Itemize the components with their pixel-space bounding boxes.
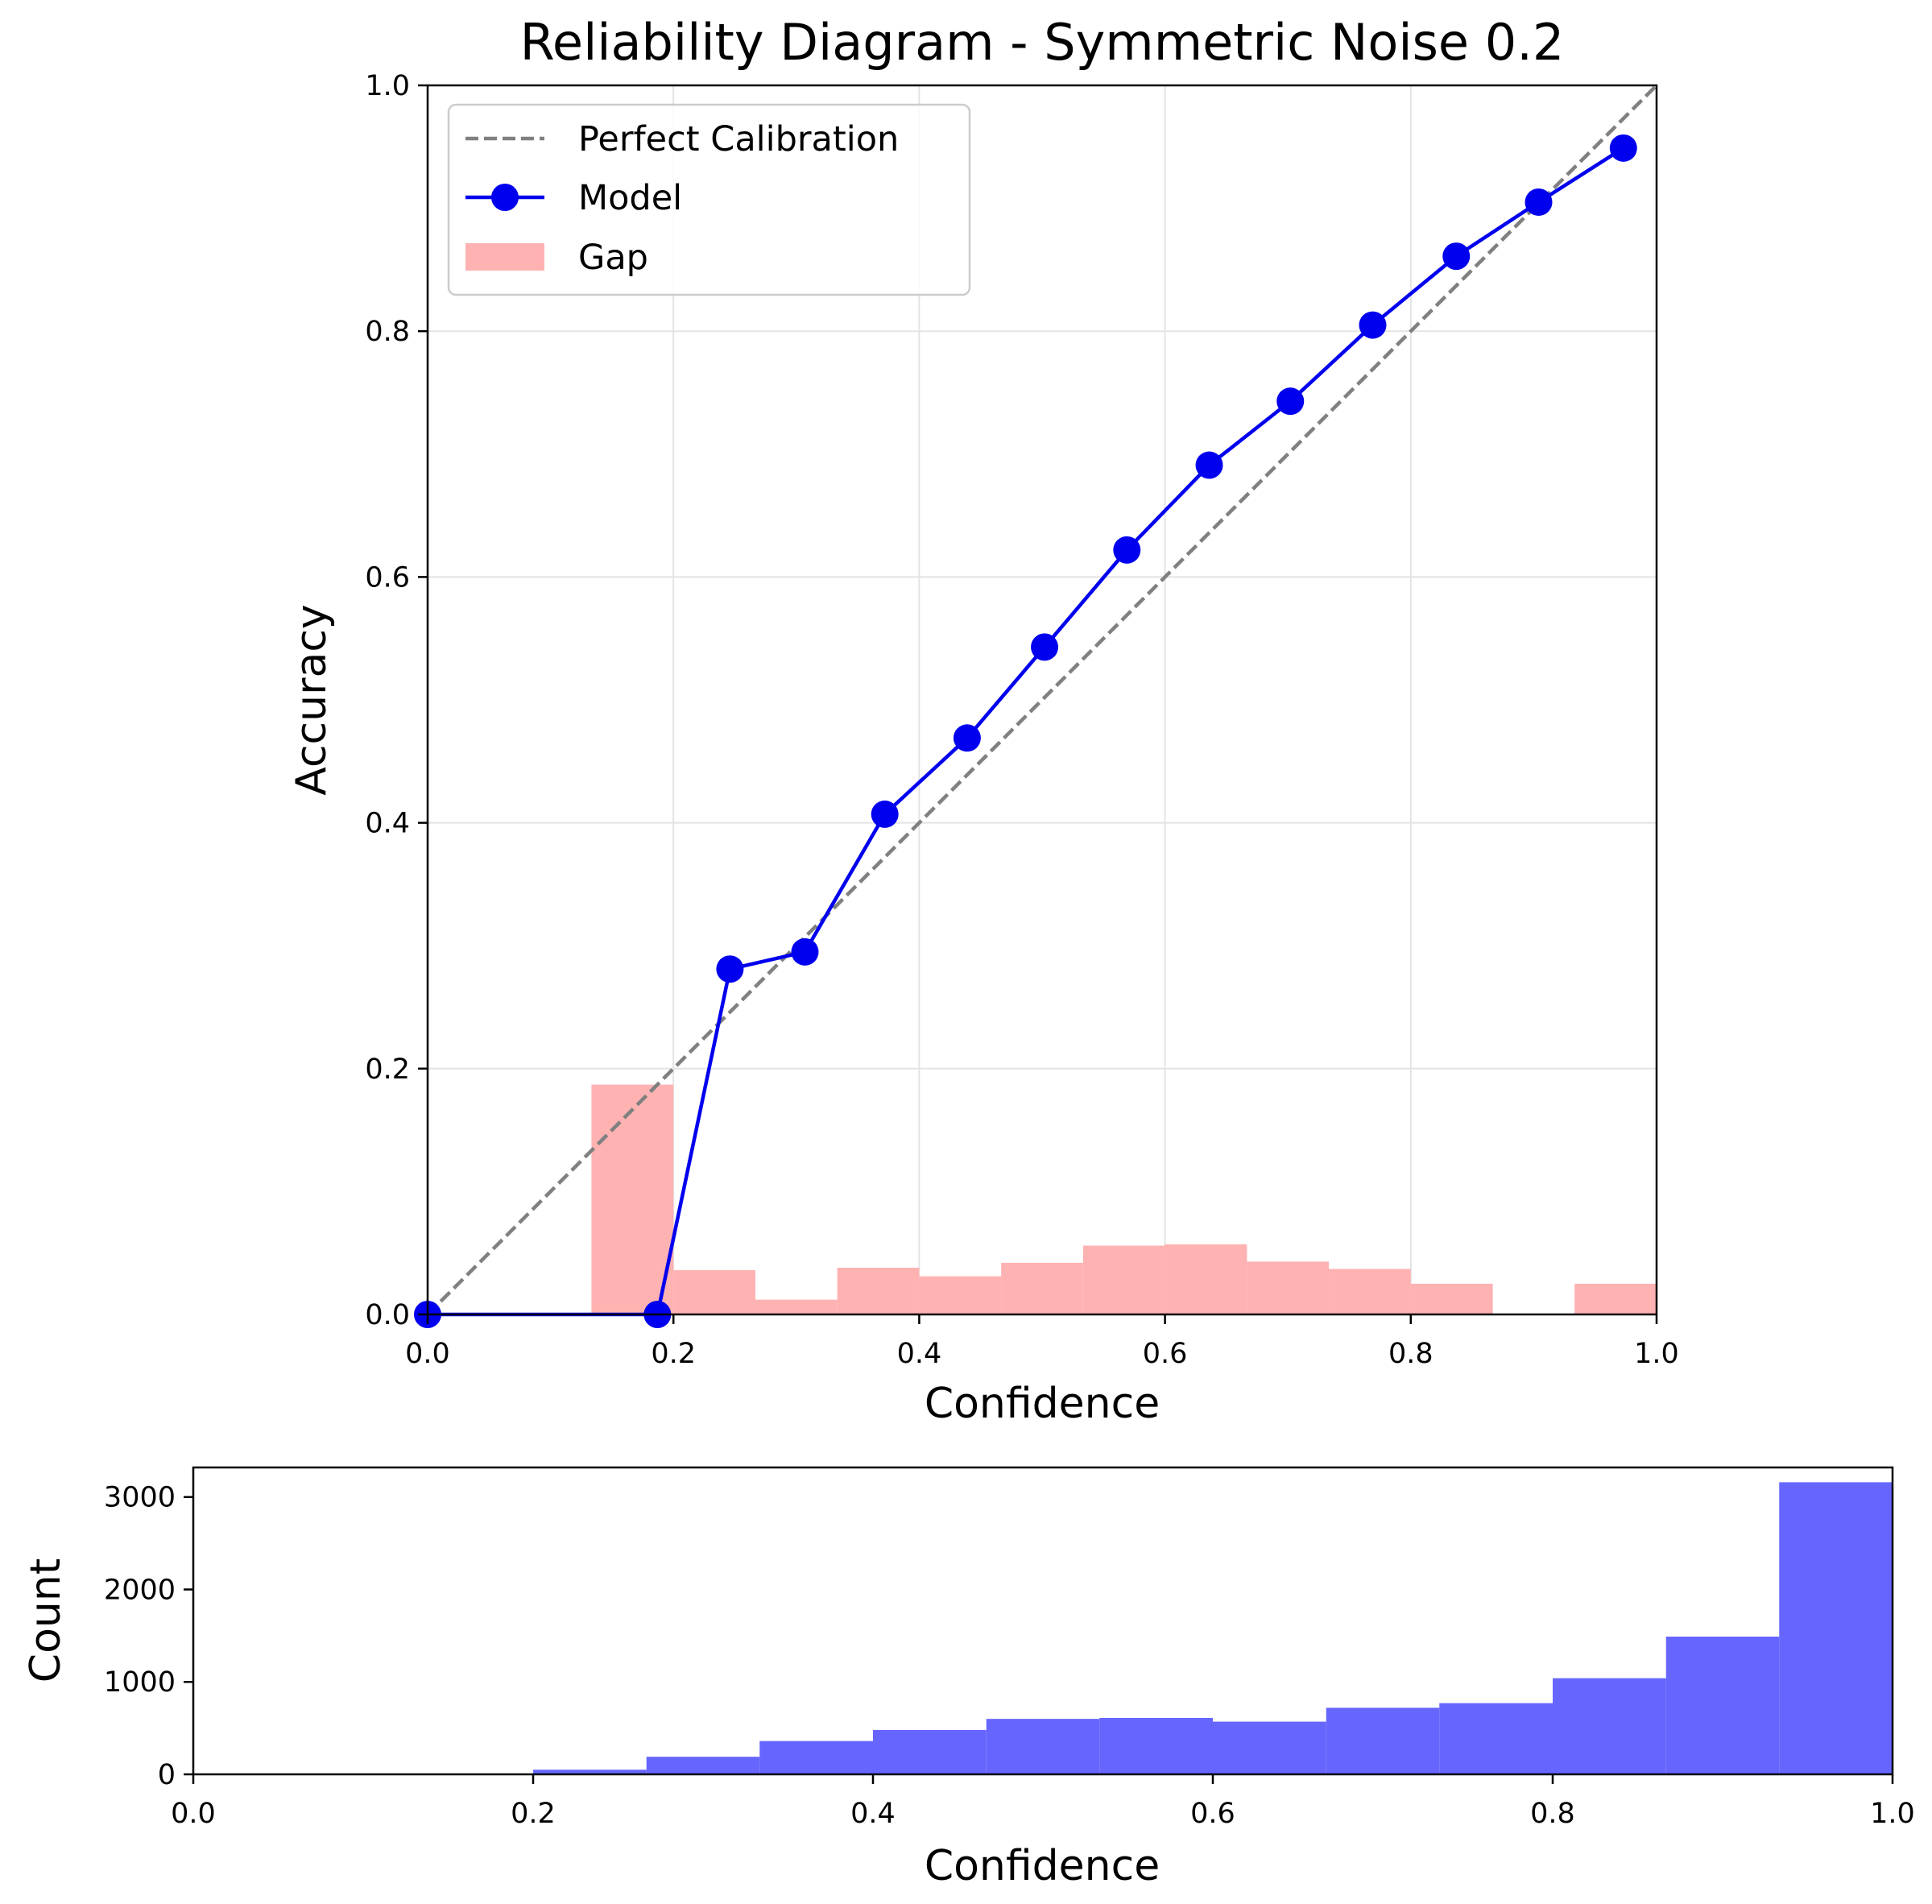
count-bar [1213,1721,1326,1774]
gap-bar [1329,1269,1411,1314]
model-point [953,724,981,752]
y-tick-label: 0.6 [365,561,410,594]
gap-bar [1410,1283,1493,1314]
gap-bars [591,1084,1657,1314]
x-tick-label: 0.8 [1388,1338,1433,1370]
y-tick-label: 0.0 [365,1299,410,1331]
model-point [871,800,899,828]
gap-bar [1001,1262,1083,1314]
ticks: 0.0 0.2 0.4 0.6 0.8 1.0 0.0 0.2 0.4 0.6 0.8 1.0 [365,70,1679,1370]
legend-label-perfect: Perfect Calibration [578,119,899,159]
gap-bar [837,1268,920,1314]
x-tick-label: 0.6 [1190,1798,1235,1830]
y-axis-label: Count [22,1558,70,1683]
legend-box [447,103,971,296]
model-point [1195,451,1223,479]
x-tick-label: 0.2 [511,1798,556,1830]
model-point [1442,242,1471,271]
y-tick-label: 0.8 [365,316,410,348]
y-axis-label: Accuracy [288,604,336,795]
y-tick-label: 0.2 [365,1053,410,1086]
perfect-calibration-line [426,84,1658,1316]
x-tick-label: 0.4 [897,1338,942,1370]
chart-title: Reliability Diagram - Symmetric Noise 0.… [520,13,1565,72]
x-tick-label: 0.6 [1143,1338,1188,1370]
x-tick-label: 0.8 [1530,1798,1575,1830]
plot-frame [192,1466,1894,1776]
model-point [1609,134,1637,162]
count-bar [759,1741,873,1774]
model-point [791,938,819,966]
model-point [1276,387,1305,416]
count-bar [1439,1703,1553,1774]
legend-gap-swatch-icon [465,243,544,271]
model-point [1031,633,1059,661]
count-bar [1553,1678,1666,1774]
x-tick-label: 1.0 [1870,1798,1915,1830]
count-bar [1326,1707,1440,1774]
y-tick-label: 1.0 [365,70,410,102]
y-tick-label: 2000 [104,1574,176,1606]
count-bar [1779,1482,1893,1774]
plot-frame [426,84,1658,1316]
y-tick-label: 1000 [104,1666,176,1699]
gap-bar [919,1276,1002,1314]
count-bar [1665,1637,1780,1774]
gap-bar [1082,1245,1165,1314]
gap-bar [1247,1261,1330,1314]
y-tick-label: 0 [158,1759,176,1791]
count-bar [646,1757,760,1774]
gap-bar [673,1270,755,1314]
gap-bar [755,1299,838,1314]
y-tick-label: 0.4 [365,808,410,840]
legend-label-gap: Gap [578,238,648,278]
count-bar [873,1729,987,1774]
count-histogram: 0.0 0.2 0.4 0.6 0.8 1.0 0 1000 2000 3000 Confiden… [22,1466,1915,1890]
x-axis-label: Confidence [925,1380,1160,1428]
model-point [1113,536,1141,564]
model-point [1525,188,1553,216]
x-tick-label: 0.0 [405,1338,450,1370]
legend-model-marker-icon [491,184,519,211]
ticks: 0.0 0.2 0.4 0.6 0.8 1.0 0 1000 2000 3000 [104,1482,1915,1830]
y-tick-label: 3000 [104,1482,176,1514]
count-bar [533,1769,647,1774]
gap-bar [591,1084,674,1314]
x-axis-label: Confidence [925,1842,1160,1890]
count-bar [1099,1717,1213,1774]
x-tick-label: 0.0 [171,1798,216,1830]
count-bar [986,1719,1100,1774]
legend-label-model: Model [578,178,682,218]
lines [414,84,1658,1328]
x-tick-label: 0.2 [651,1338,696,1370]
model-point [1359,311,1387,339]
x-tick-label: 0.4 [850,1798,896,1830]
count-bars [533,1482,1893,1774]
reliability-chart: Reliability Diagram - Symmetric Noise 0.… [288,13,1679,1428]
legend: Perfect Calibration Model Gap [447,103,971,296]
x-tick-label: 1.0 [1634,1338,1679,1370]
gap-bar [1574,1283,1657,1314]
model-point [716,955,744,983]
gap-bar [1165,1244,1247,1314]
